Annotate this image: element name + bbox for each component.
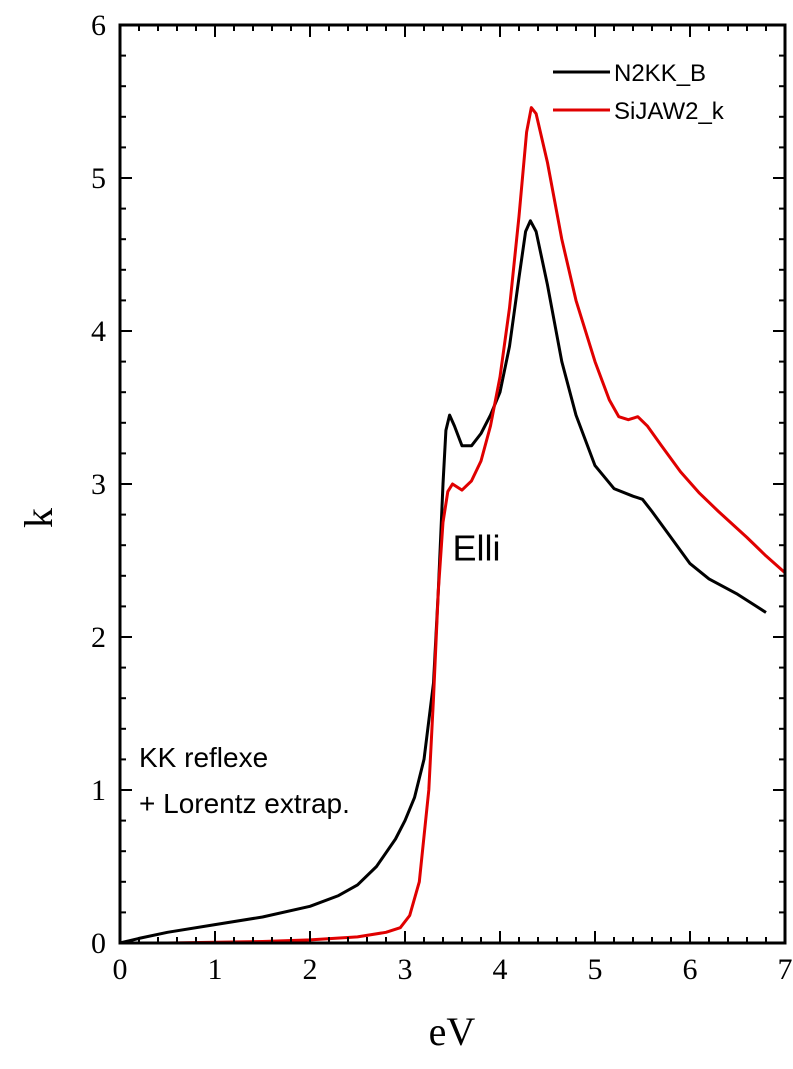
x-tick-label: 6 xyxy=(683,953,698,986)
y-tick-label: 5 xyxy=(91,162,106,195)
x-tick-label: 1 xyxy=(208,953,223,986)
x-tick-label: 2 xyxy=(303,953,318,986)
x-axis-title: eV xyxy=(429,1009,476,1054)
y-tick-label: 2 xyxy=(91,621,106,654)
legend-label-1: N2KK_B xyxy=(614,60,706,87)
x-tick-label: 7 xyxy=(778,953,793,986)
series-line-2 xyxy=(120,106,786,945)
plot-area xyxy=(119,106,786,945)
tick-labels: 0 1 2 3 4 5 6 7 0 1 2 3 4 5 6 xyxy=(91,9,793,986)
x-tick-label: 5 xyxy=(588,953,603,986)
y-tick-label: 3 xyxy=(91,468,106,501)
x-tick-label: 0 xyxy=(113,953,128,986)
legend: N2KK_B SiJAW2_k xyxy=(553,60,725,125)
series-line-1 xyxy=(119,219,767,945)
y-tick-label: 1 xyxy=(91,774,106,807)
y-tick-label: 6 xyxy=(91,9,106,42)
y-tick-label: 0 xyxy=(91,927,106,960)
legend-label-2: SiJAW2_k xyxy=(614,98,725,125)
axis-ticks xyxy=(119,24,786,944)
annotation-3: + Lorentz extrap. xyxy=(139,788,350,819)
annotation-1: Elli xyxy=(453,528,501,569)
annotation-2: KK reflexe xyxy=(139,742,268,773)
x-tick-label: 3 xyxy=(398,953,413,986)
y-tick-label: 4 xyxy=(91,315,106,348)
y-axis-title: k xyxy=(16,508,61,528)
x-tick-label: 4 xyxy=(493,953,508,986)
annotations: Elli KK reflexe + Lorentz extrap. xyxy=(139,528,501,819)
